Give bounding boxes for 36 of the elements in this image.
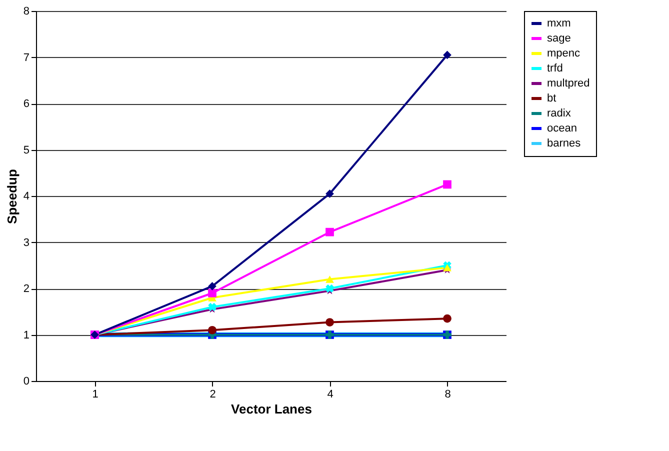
x-tick-label: 1 <box>92 388 98 400</box>
point <box>326 318 334 326</box>
legend-label: trfd <box>547 62 563 74</box>
point <box>443 50 452 60</box>
x-tick-label: 2 <box>210 388 216 400</box>
point <box>443 314 452 323</box>
y-tick-label: 1 <box>23 329 30 342</box>
point <box>208 326 216 334</box>
legend-label: bt <box>547 92 556 104</box>
y-tick-label: 2 <box>23 283 30 295</box>
legend-label: multpred <box>547 78 590 90</box>
legend-label: radix <box>547 108 572 120</box>
legend-label: sage <box>547 32 571 44</box>
point <box>326 276 334 283</box>
y-tick-label: 8 <box>23 6 30 18</box>
legend-label: mpenc <box>547 48 581 60</box>
point <box>208 302 216 312</box>
y-tick-label: 3 <box>23 236 30 249</box>
y-axis-title: Speedup <box>4 169 20 224</box>
y-tick-label: 7 <box>23 52 30 64</box>
legend-label: mxm <box>547 18 571 30</box>
legend-label: barnes <box>547 138 582 150</box>
y-tick-label: 4 <box>23 190 30 202</box>
legend-label: ocean <box>547 122 577 134</box>
x-axis-title: Vector Lanes <box>231 402 312 416</box>
y-tick-label: 5 <box>23 144 30 156</box>
point <box>326 190 334 198</box>
point <box>326 228 334 236</box>
point <box>208 282 216 290</box>
y-tick-label: 0 <box>23 376 30 388</box>
point <box>326 284 334 293</box>
point <box>208 288 216 298</box>
x-tick-label: 8 <box>444 388 451 400</box>
x-tick-label: 4 <box>327 388 334 400</box>
point <box>443 180 452 189</box>
y-tick-label: 6 <box>23 98 30 110</box>
